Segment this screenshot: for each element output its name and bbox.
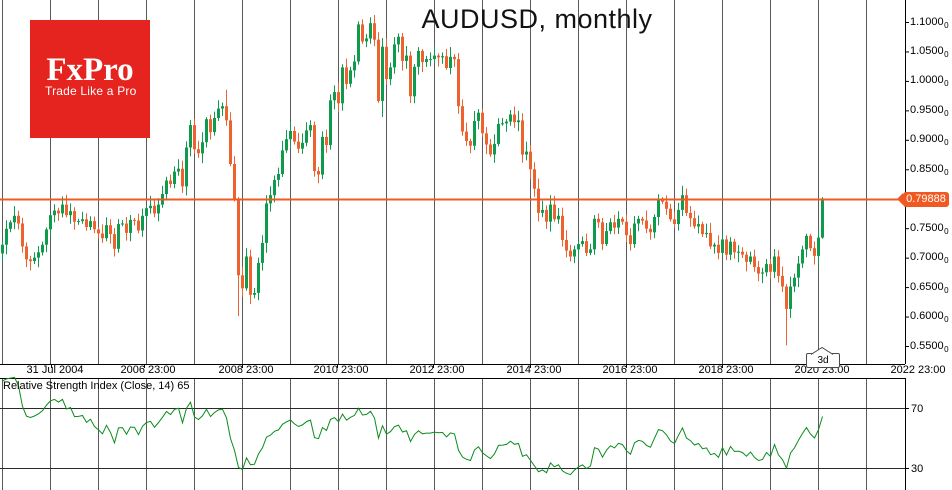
fxpro-logo-tagline: Trade Like a Pro [45,84,137,98]
price-axis-label: 0.95000 [910,103,949,118]
countdown-notch [811,347,833,355]
time-axis-label: 2016 23:00 [602,364,658,376]
rsi-axis-label: 30 [911,462,924,475]
price-axis-label: 1.10000 [910,15,949,30]
rsi-current-value: 65 [177,380,190,392]
current-price-badge: 0.79888 [897,192,949,207]
price-axis-label: 1.05000 [910,44,949,59]
bar-countdown-tooltip: 3d [806,353,840,368]
rsi-line [2,376,823,476]
price-axis-label: 0.85000 [910,162,949,177]
time-axis-label: 2006 23:00 [120,364,176,376]
rsi-indicator-name: Relative Strength Index (Close, 14) [3,380,175,392]
chart-title: AUDUSD, monthly [421,4,653,34]
price-axis-label: 0.90000 [910,133,949,148]
price-axis-label: 0.65000 [910,280,949,295]
price-axis-label: 0.55000 [910,339,949,354]
rsi-indicator-label[interactable]: Relative Strength Index (Close, 14) 65 [3,380,190,392]
fxpro-logo: FxPro Trade Like a Pro [30,20,150,138]
time-axis-label: 31 Jul 2004 [26,364,84,376]
rsi-axis-label: 70 [911,402,924,415]
price-axis-label: 1.00000 [910,74,949,89]
fxpro-logo-name: FxPro [46,52,134,88]
time-axis-label: 2012 23:00 [409,364,465,376]
price-axis-label: 0.60000 [910,310,949,325]
time-axis-label: 2022 23:00 [890,364,946,376]
candles-group [1,15,824,346]
time-axis-label: 2008 23:00 [218,364,274,376]
time-axis-label: 2010 23:00 [313,364,369,376]
price-axis-label: 0.75000 [910,221,949,236]
time-axis-label: 2014 23:00 [506,364,562,376]
time-axis-label: 2018 23:00 [698,364,754,376]
price-axis-label: 0.70000 [910,251,949,266]
